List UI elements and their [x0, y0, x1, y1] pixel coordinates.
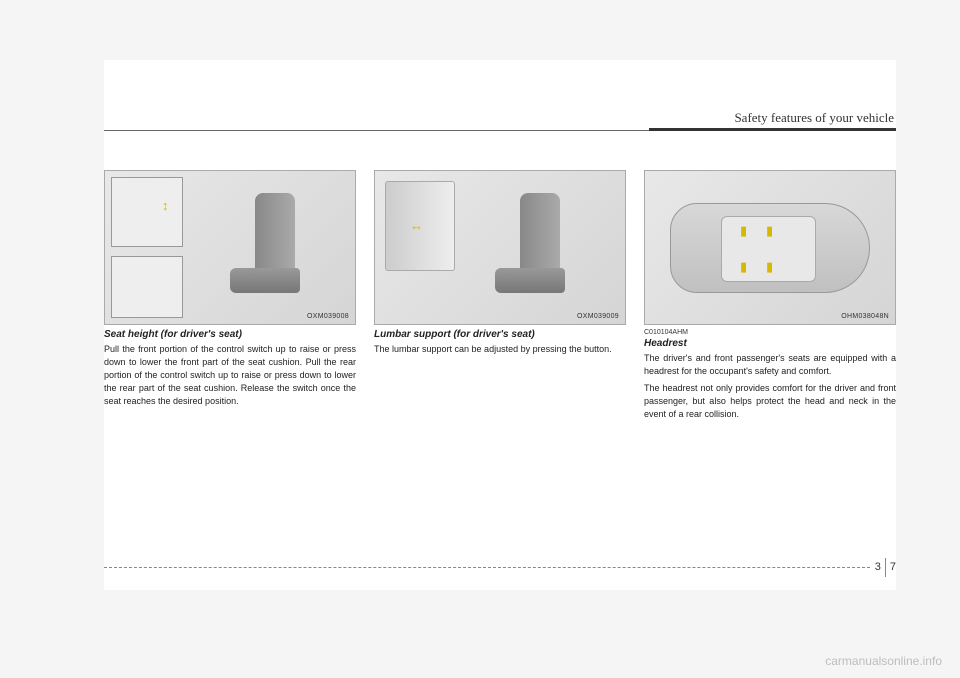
- body-text: The driver's and front passenger's seats…: [644, 352, 896, 421]
- paragraph: The headrest not only provides comfort f…: [644, 382, 896, 421]
- page-in-chapter: 7: [890, 561, 896, 573]
- manual-page: Safety features of your vehicle ↕ OXM039…: [104, 60, 896, 590]
- car-topview-icon: ▮ ▮ ▮ ▮: [670, 203, 870, 293]
- footer-rule: [104, 567, 870, 568]
- column-2: ↔ OXM039009 Lumbar support (for driver's…: [374, 170, 626, 425]
- figure-id: OXM039009: [577, 313, 619, 320]
- figure-headrest: ▮ ▮ ▮ ▮ OHM038048N: [644, 170, 896, 325]
- paragraph: The driver's and front passenger's seats…: [644, 352, 896, 378]
- content-columns: ↕ OXM039008 Seat height (for driver's se…: [104, 170, 896, 425]
- car-cabin-icon: ▮ ▮ ▮ ▮: [721, 216, 816, 282]
- column-1: ↕ OXM039008 Seat height (for driver's se…: [104, 170, 356, 425]
- paragraph: Pull the front portion of the control sw…: [104, 343, 356, 408]
- subsection-heading: Lumbar support (for driver's seat): [374, 329, 626, 340]
- figure-id: OHM038048N: [841, 313, 889, 320]
- seat-side-icon: ↔: [385, 181, 455, 271]
- header-rule-thin: [104, 130, 649, 131]
- header-rule-thick: [649, 128, 896, 131]
- watermark-text: carmanualsonline.info: [825, 654, 942, 668]
- subsection-heading: Seat height (for driver's seat): [104, 329, 356, 340]
- pagenum-dots-icon: [885, 563, 886, 577]
- subsection-heading: Headrest: [644, 338, 896, 349]
- reference-code: C010104AHM: [644, 329, 896, 336]
- paragraph: The lumbar support can be adjusted by pr…: [374, 343, 626, 356]
- figure-lumbar: ↔ OXM039009: [374, 170, 626, 325]
- seat-icon: [105, 171, 355, 324]
- section-title: Safety features of your vehicle: [104, 110, 896, 126]
- body-text: The lumbar support can be adjusted by pr…: [374, 343, 626, 356]
- chapter-number: 3: [875, 561, 881, 573]
- page-number: 3 7: [875, 558, 896, 576]
- column-3: ▮ ▮ ▮ ▮ OHM038048N C010104AHM Headrest T…: [644, 170, 896, 425]
- figure-seat-height: ↕ OXM039008: [104, 170, 356, 325]
- figure-id: OXM039008: [307, 313, 349, 320]
- body-text: Pull the front portion of the control sw…: [104, 343, 356, 408]
